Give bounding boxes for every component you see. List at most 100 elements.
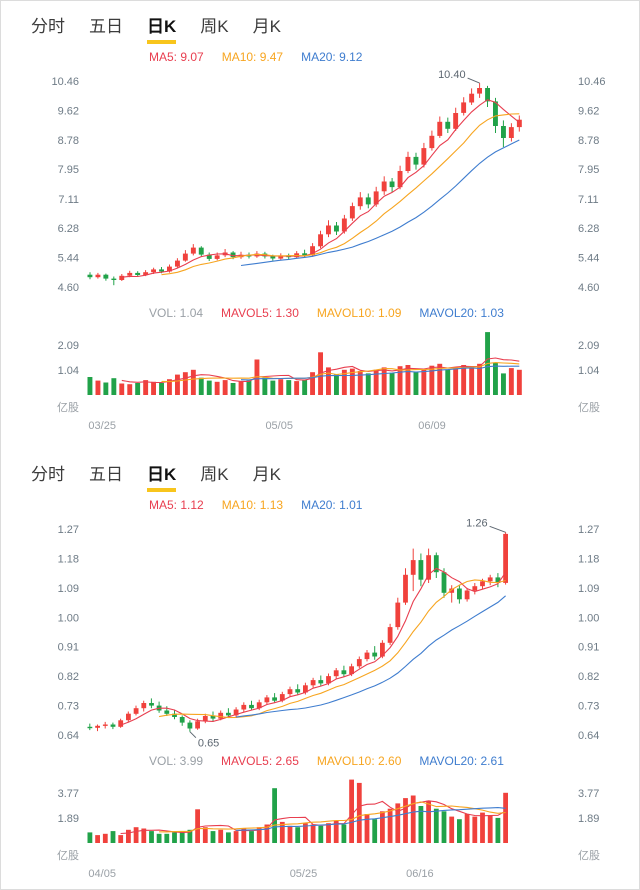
unit-label: 亿股 [57,401,79,414]
svg-text:1.00: 1.00 [578,612,599,624]
date-label: 06/16 [406,868,434,880]
svg-text:0.82: 0.82 [578,671,599,683]
date-label: 05/25 [289,868,318,880]
unit-label: 亿股 [578,401,600,414]
tab-five-day[interactable]: 五日 [89,17,123,36]
tab-monthly-k[interactable]: 月K [252,465,281,484]
volume-chart[interactable]: 3.77 3.77 1.89 1.89 亿股 亿股 [1,771,640,867]
stock-panel-2: 分时 五日 日K 周K 月K MA5: 1.12 MA10: 1.13 MA20… [1,449,639,883]
date-label: 03/25 [88,420,116,432]
mavol10-value: MAVOL10: 1.09 [316,306,402,320]
ma20-line [236,595,506,718]
candlestick-chart[interactable]: 1.27 1.27 1.18 1.18 1.09 1.09 1.00 1.00 0.91 0.91… [1,515,640,751]
vol-value: VOL: 3.99 [149,754,204,768]
svg-text:10.46: 10.46 [578,76,606,88]
volume-indicators: VOL: 3.99 MAVOL5: 2.65 MAVOL10: 2.60 MAV… [1,751,639,771]
ma10-value: MA10: 1.13 [221,498,284,512]
svg-text:5.44: 5.44 [58,253,79,265]
svg-text:1.18: 1.18 [578,553,599,565]
svg-text:7.95: 7.95 [58,164,79,176]
mavol20-line [236,807,506,831]
ma-indicators: MA5: 9.07 MA10: 9.47 MA20: 9.12 [1,47,639,67]
svg-text:0.73: 0.73 [58,701,79,713]
candles [87,83,522,286]
svg-text:0.65: 0.65 [198,738,219,750]
period-tabs: 分时 五日 日K 周K 月K [1,449,639,495]
annotation: 10.40 [438,69,480,84]
tab-daily-k[interactable]: 日K [147,465,177,493]
x-axis-dates: 04/05 05/25 06/16 [1,867,639,883]
svg-text:1.09: 1.09 [58,583,79,595]
svg-text:7.95: 7.95 [578,164,599,176]
svg-text:7.11: 7.11 [58,194,79,206]
svg-text:4.60: 4.60 [58,282,79,294]
candles [87,532,508,732]
svg-text:9.62: 9.62 [578,106,599,118]
svg-text:2.09: 2.09 [58,340,79,352]
svg-text:1.89: 1.89 [58,813,79,825]
date-label: 05/05 [265,420,293,432]
ma20-value: MA20: 9.12 [301,50,363,64]
tab-monthly-k[interactable]: 月K [252,17,281,36]
tab-daily-k[interactable]: 日K [147,17,177,45]
svg-text:0.91: 0.91 [578,642,599,654]
mavol10-line [161,362,520,383]
annotation: 1.26 [466,517,506,533]
x-axis-dates: 03/25 05/05 06/09 [1,419,639,435]
ma10-line [161,113,520,276]
svg-text:10.46: 10.46 [51,76,79,88]
tab-minute[interactable]: 分时 [31,17,65,36]
svg-text:6.28: 6.28 [578,223,599,235]
svg-text:1.89: 1.89 [578,813,599,825]
svg-text:1.04: 1.04 [58,365,79,377]
tab-minute[interactable]: 分时 [31,465,65,484]
ma5-line [120,567,507,726]
date-label: 04/05 [88,868,116,880]
unit-label: 亿股 [57,849,79,862]
unit-label: 亿股 [578,849,600,862]
svg-text:3.77: 3.77 [578,788,599,800]
svg-text:0.91: 0.91 [58,642,79,654]
mavol5-value: MAVOL5: 1.30 [221,306,299,320]
ma5-line [121,99,520,278]
ma10-line [159,579,506,719]
tab-weekly-k[interactable]: 周K [200,465,229,484]
svg-text:1.09: 1.09 [578,583,599,595]
svg-text:8.78: 8.78 [578,135,599,147]
svg-text:6.28: 6.28 [58,223,79,235]
svg-text:4.60: 4.60 [578,282,599,294]
volume-chart[interactable]: 2.09 2.09 1.04 1.04 亿股 亿股 [1,323,640,419]
svg-text:10.40: 10.40 [438,69,466,81]
mavol10-line [159,801,506,833]
svg-text:1.00: 1.00 [58,612,79,624]
volume-bars [87,779,508,843]
period-tabs: 分时 五日 日K 周K 月K [1,1,639,47]
ma-indicators: MA5: 1.12 MA10: 1.13 MA20: 1.01 [1,495,639,515]
mavol20-value: MAVOL20: 1.03 [419,306,504,320]
svg-text:7.11: 7.11 [578,194,599,206]
svg-text:0.82: 0.82 [58,671,79,683]
ma10-value: MA10: 9.47 [221,50,284,64]
svg-text:8.78: 8.78 [58,135,79,147]
mavol20-line [240,365,520,381]
date-label: 06/09 [418,420,446,432]
ma5-value: MA5: 1.12 [149,498,204,512]
annotation: 0.65 [189,731,219,750]
svg-text:0.64: 0.64 [578,730,599,742]
ma20-line [240,139,520,267]
svg-text:1.26: 1.26 [466,517,487,529]
tab-weekly-k[interactable]: 周K [200,17,229,36]
candlestick-chart[interactable]: 10.46 10.46 9.62 9.62 8.78 8.78 7.95 7.95 7.11 7.… [1,67,640,303]
svg-text:1.04: 1.04 [578,365,599,377]
svg-text:1.27: 1.27 [58,524,79,536]
svg-text:5.44: 5.44 [578,253,599,265]
mavol5-line [120,800,506,835]
mavol5-value: MAVOL5: 2.65 [221,754,299,768]
svg-text:1.18: 1.18 [58,553,79,565]
mavol5-line [121,357,520,384]
tab-five-day[interactable]: 五日 [89,465,123,484]
volume-bars [87,332,522,395]
svg-text:3.77: 3.77 [58,788,79,800]
svg-text:0.73: 0.73 [578,701,599,713]
